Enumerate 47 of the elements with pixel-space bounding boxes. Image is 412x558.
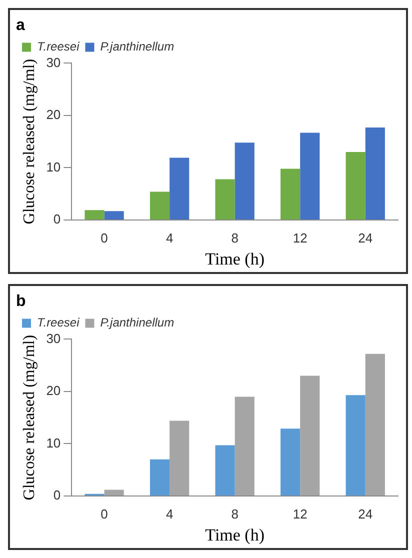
- bar: [365, 354, 385, 496]
- legend-label: P.janthinellum: [100, 40, 174, 54]
- bar: [104, 490, 124, 496]
- bar: [215, 179, 235, 220]
- legend-label: T.reesei: [37, 316, 80, 330]
- y-tick-label: 20: [46, 107, 61, 122]
- bar: [150, 459, 170, 496]
- x-tick-label: 24: [358, 230, 373, 246]
- x-tick-label: 12: [292, 506, 308, 522]
- x-tick-label: 0: [100, 230, 108, 246]
- x-tick-label: 8: [231, 230, 238, 246]
- y-axis-title: Glucose released (mg/ml): [20, 58, 38, 224]
- bar: [365, 127, 385, 220]
- y-axis-title: Glucose released (mg/ml): [20, 334, 38, 500]
- bar: [170, 420, 190, 496]
- bar: [346, 395, 366, 496]
- bar: [280, 168, 300, 220]
- bar: [215, 445, 235, 496]
- bar: [234, 142, 254, 220]
- x-tick-label: 8: [231, 506, 238, 522]
- bar: [84, 210, 104, 220]
- bar: [300, 376, 320, 496]
- y-tick-label: 10: [46, 435, 61, 450]
- x-tick-label: 4: [166, 506, 174, 522]
- legend-label: T.reesei: [37, 40, 80, 54]
- chart-title: b: [16, 293, 26, 310]
- bar: [280, 428, 300, 496]
- bar: [150, 192, 170, 220]
- y-tick-label: 0: [53, 212, 61, 227]
- x-tick-label: 4: [166, 230, 174, 246]
- y-tick-label: 0: [53, 488, 61, 503]
- y-tick-label: 30: [46, 330, 61, 346]
- x-tick-label: 12: [292, 230, 308, 246]
- bar: [346, 152, 366, 220]
- bar: [300, 132, 320, 220]
- legend-label: P.janthinellum: [100, 316, 174, 330]
- chart-title: a: [16, 17, 25, 34]
- y-tick-label: 10: [46, 159, 61, 174]
- y-tick-label: 20: [46, 383, 61, 398]
- x-tick-label: 0: [100, 506, 108, 522]
- y-tick-label: 30: [46, 54, 61, 70]
- x-tick-label: 24: [358, 506, 373, 522]
- bar: [234, 396, 254, 496]
- x-axis-title: Time (h): [205, 525, 265, 544]
- bar: [104, 211, 124, 220]
- x-axis-title: Time (h): [205, 249, 265, 268]
- bar: [170, 158, 190, 220]
